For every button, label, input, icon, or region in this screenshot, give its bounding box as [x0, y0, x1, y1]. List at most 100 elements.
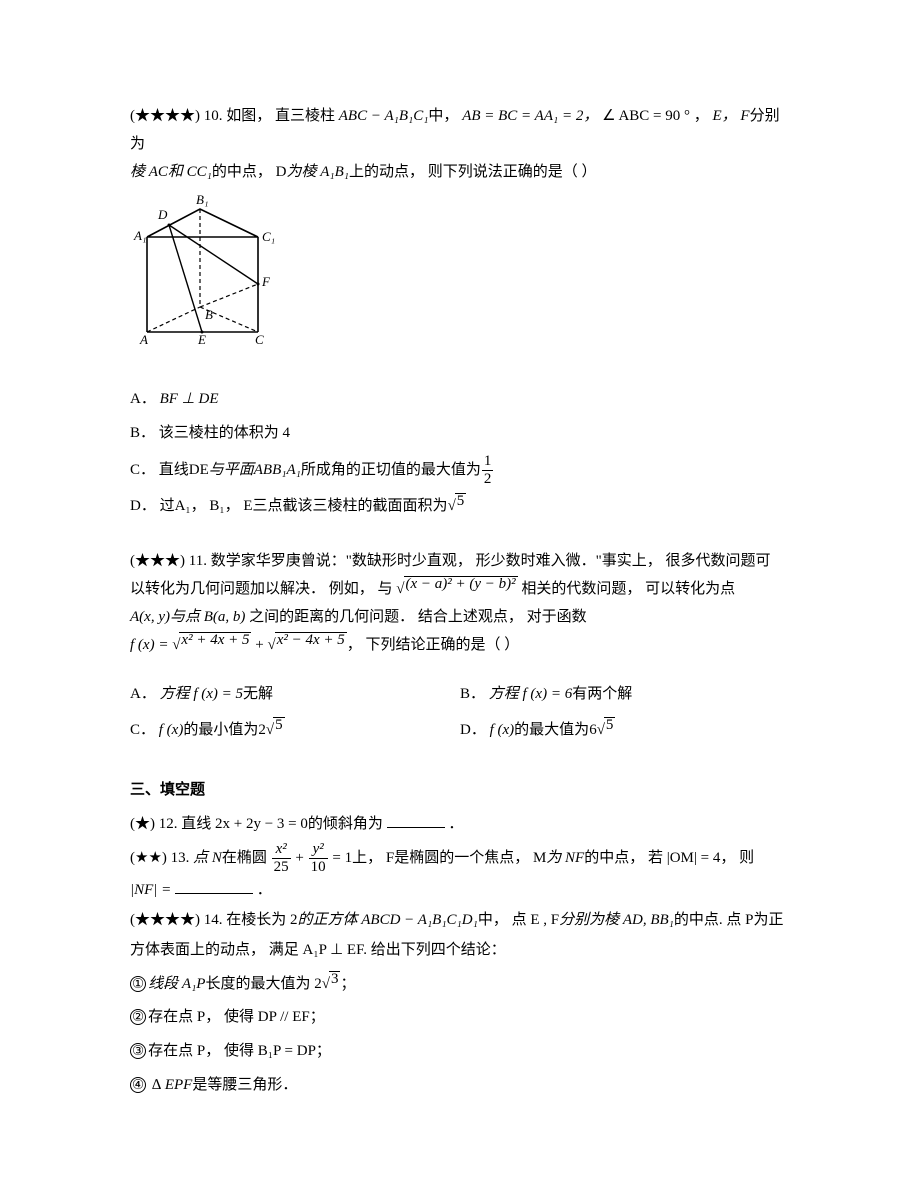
opt-C-frac-den: 2: [482, 470, 494, 487]
q13-num: 13.: [171, 850, 194, 866]
q11-A-a: 方程 f (x) = 5: [160, 686, 243, 702]
opt-C-frac: 12: [482, 454, 494, 487]
question-14: (★★★★) 14. 在棱长为 2的正方体 ABCD − A₁B₁C₁D₁中， …: [130, 907, 790, 1100]
q10-stem: (★★★★) 10. 如图， 直三棱柱 ABC − A₁B₁C₁中， AB = …: [130, 103, 790, 186]
q11-C-a: f (x): [159, 722, 184, 738]
q11-s3b: 与点 B(a, b): [170, 609, 245, 625]
q14-num: 14.: [204, 912, 227, 928]
question-11: (★★★) 11. 数学家华罗庚曾说："数缺形时少直观， 形少数时难入微．"事实…: [130, 548, 790, 749]
q12-blank[interactable]: [387, 812, 445, 827]
q13-plus: +: [292, 850, 308, 866]
label-E: E: [197, 332, 206, 347]
q12-b: 的倾斜角为: [308, 816, 387, 832]
q14-o1sqrt-v: 3: [329, 971, 341, 988]
q14-l2a: 方体表面上的动点， 满足 A₁P ⊥ EF: [130, 942, 363, 958]
q11-opt-C[interactable]: C． f (x)的最小值为2√5: [130, 717, 460, 745]
circled-3-icon: ③: [130, 1043, 146, 1059]
q14-b: 的正方体 ABCD − A₁B₁C₁D₁: [298, 912, 478, 928]
q10-opt-D[interactable]: D． 过A₁， B₁， E三点截该三棱柱的截面面积为√5: [130, 493, 790, 521]
q13-e: 为 NF: [546, 850, 584, 866]
q10-l2b: 和 CC₁: [168, 164, 212, 180]
q13-eq: = 1: [329, 850, 352, 866]
opt-D-sqrt: √5: [448, 493, 467, 521]
q14-o4b: 是等腰三角形．: [192, 1077, 297, 1093]
q14-d: 分别为棱 AD, BB₁: [559, 912, 674, 928]
q11-plus: +: [251, 637, 267, 653]
q11-s3a: A(x, y): [130, 609, 170, 625]
q10-l2e: 上的动点， 则下列说法正确的是（ ）: [349, 164, 597, 180]
question-10: (★★★★) 10. 如图， 直三棱柱 ABC − A₁B₁C₁中， AB = …: [130, 103, 790, 520]
opt-C-c: 所成角的正切值的最大值为: [301, 461, 481, 477]
q14-o2a: 存在点 P， 使得 DP // EF: [148, 1009, 310, 1025]
q11-opt-A[interactable]: A． 方程 f (x) = 5无解: [130, 681, 460, 709]
q11-D-sqrt: √5: [597, 717, 616, 745]
q11-C-pre: C．: [130, 722, 155, 738]
q11-C-num: 2: [258, 722, 266, 738]
q14-o3a: 存在点 P， 使得 B₁P = DP: [148, 1043, 316, 1059]
q13-f1d: 25: [272, 858, 291, 875]
q11-C-b: 的最小值为: [183, 722, 258, 738]
q11-A-pre: A．: [130, 686, 156, 702]
q10-opt-C[interactable]: C． 直线DE与平面ABB₁A₁所成角的正切值的最大值为12: [130, 454, 790, 487]
q13-blank[interactable]: [175, 879, 253, 894]
q14-o2b: ；: [310, 1009, 325, 1025]
q12-stars: (★): [130, 816, 159, 832]
q14-e: 的中点. 点 P: [674, 912, 754, 928]
q14-o1a: 线段 A₁P: [148, 976, 205, 992]
label-C1: C₁: [262, 229, 275, 244]
circled-1-icon: ①: [130, 976, 146, 992]
q14-a: 在棱长为 2: [226, 912, 297, 928]
q11-D-num: 6: [589, 722, 597, 738]
q10-opt-B[interactable]: B． 该三棱柱的体积为 4: [130, 420, 790, 448]
opt-B-pre: B．: [130, 425, 155, 441]
q11-A-b: 无解: [243, 686, 273, 702]
q11-stem: (★★★) 11. 数学家华罗庚曾说："数缺形时少直观， 形少数时难入微．"事实…: [130, 548, 790, 659]
q10-l2d: 为棱 A₁B₁: [287, 164, 350, 180]
q11-sqrt2: √x² − 4x + 5: [267, 632, 346, 660]
q10-figure: A₁ B₁ C₁ D F A B C E: [130, 192, 790, 358]
q11-stars: (★★★): [130, 553, 189, 569]
q11-sqrt1: √x² + 4x + 5: [172, 632, 251, 660]
q14-o1b: 长度的最大值为: [205, 976, 314, 992]
label-F: F: [261, 274, 271, 289]
q13-f1n: x²: [272, 842, 291, 858]
q12-a: 直线: [181, 816, 215, 832]
label-D: D: [157, 207, 168, 222]
opt-C-pre: C．: [130, 461, 155, 477]
q10-opt-A[interactable]: A． BF ⊥ DE: [130, 386, 790, 414]
q10-l2c: 的中点， D: [212, 164, 287, 180]
opt-C-b: 与平面ABB₁A₁: [209, 461, 301, 477]
q14-o1num: 2: [314, 976, 322, 992]
q14-o1sqrt: √3: [322, 971, 341, 999]
prism-icon: A₁ B₁ C₁ D F A B C E: [130, 192, 280, 347]
q13-c: 上， F: [352, 850, 394, 866]
q11-D-b: 的最大值为: [514, 722, 589, 738]
q10-text-1: 如图， 直三棱柱: [226, 108, 339, 124]
label-A1: A₁: [133, 228, 146, 243]
q12-num: 12.: [159, 816, 182, 832]
q14-o4a: ∆ EPF: [148, 1077, 192, 1093]
q12-eq: 2x + 2y − 3 = 0: [215, 816, 308, 832]
q13-frac2: y²10: [309, 842, 328, 875]
q12-c: ．: [445, 816, 464, 832]
opt-D-pre: D．: [130, 498, 156, 514]
opt-C-a: 直线DE: [159, 461, 209, 477]
q11-sqrt-dist-v: (x − a)² + (y − b)²: [404, 576, 518, 593]
q13-frac1: x²25: [272, 842, 291, 875]
q10-options: A． BF ⊥ DE B． 该三棱柱的体积为 4 C． 直线DE与平面ABB₁A…: [130, 386, 790, 520]
q11-tail: ， 下列结论正确的是（ ）: [347, 637, 520, 653]
q14-o3b: ；: [316, 1043, 331, 1059]
q11-D-sqrt-v: 5: [604, 717, 616, 734]
q13-a: 点 N: [193, 850, 222, 866]
label-B: B: [205, 307, 213, 322]
q11-opt-D[interactable]: D． f (x)的最大值为6√5: [460, 717, 790, 745]
q11-opt-B[interactable]: B． 方程 f (x) = 6有两个解: [460, 681, 790, 709]
q14-o1c: ；: [340, 976, 355, 992]
q13-g: ， 则: [720, 850, 754, 866]
q11-B-pre: B．: [460, 686, 485, 702]
label-A: A: [139, 332, 148, 347]
q13-f: 的中点， 若 |OM| = 4: [584, 850, 720, 866]
q14-l2b: . 给出下列四个结论：: [363, 942, 506, 958]
label-C: C: [255, 332, 264, 347]
q11-C-sqrt: √5: [266, 717, 285, 745]
